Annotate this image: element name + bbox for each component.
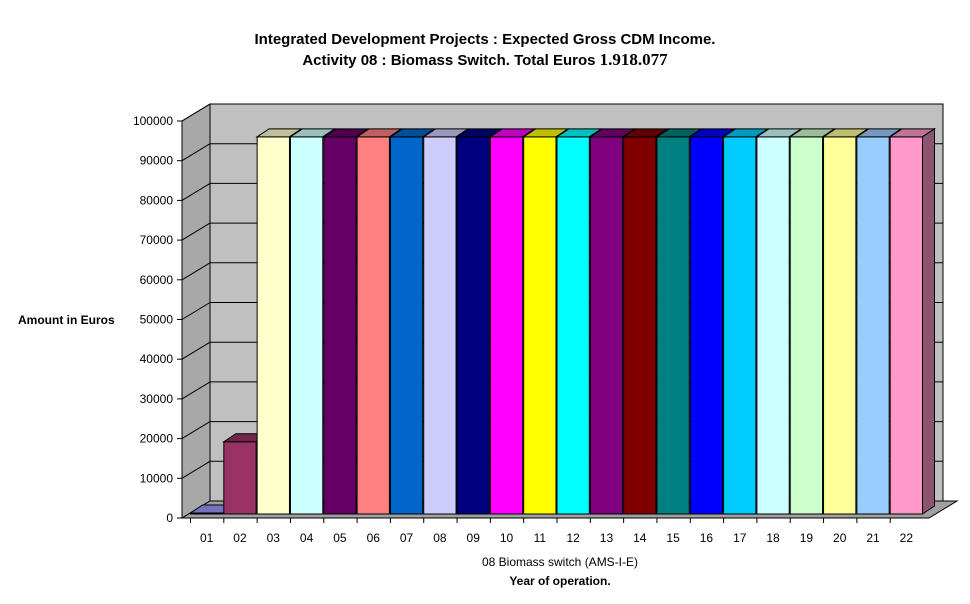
x-tick-label: 17 [733, 531, 747, 545]
y-tick-label: 30000 [140, 392, 174, 406]
bar-top-12 [555, 128, 603, 138]
x-tick-label: 15 [666, 531, 680, 545]
y-tick-label: 10000 [140, 471, 174, 485]
bar-side-22 [922, 127, 936, 515]
x-tick-label: 04 [300, 531, 314, 545]
x-axis-title: Year of operation. [509, 574, 611, 588]
y-tick-label: 20000 [140, 432, 174, 446]
bar-top-21 [855, 128, 903, 138]
bar-17 [723, 136, 757, 515]
bar-02 [223, 441, 257, 515]
x-tick-label: 16 [700, 531, 714, 545]
y-tick-label: 70000 [140, 233, 174, 247]
x-tick-label: 19 [800, 531, 814, 545]
x-tick-label: 05 [333, 531, 347, 545]
chart-title-prefix: Activity 08 : Biomass Switch. Total Euro… [302, 52, 596, 69]
bar-18 [756, 136, 790, 515]
bar-top-09 [455, 128, 504, 138]
bar-20 [823, 136, 857, 515]
bar-top-06 [355, 128, 404, 138]
y-tick-label: 50000 [140, 313, 174, 327]
chart-title-line2: Activity 08 : Biomass Switch. Total Euro… [0, 50, 970, 70]
bar-top-04 [288, 128, 337, 138]
y-tick-label: 100000 [133, 114, 173, 128]
y-tick-label: 0 [166, 511, 173, 525]
x-tick-label: 10 [500, 531, 514, 545]
x-tick-label: 06 [367, 531, 381, 545]
x-tick-label: 20 [833, 531, 847, 545]
x-axis-label: 08 Biomass switch (AMS-I-E) [481, 555, 639, 569]
x-tick-label: 03 [267, 531, 281, 545]
bar-15 [656, 136, 690, 515]
x-tick-label: 07 [400, 531, 414, 545]
bar-top-17 [721, 128, 770, 138]
bar-22 [889, 136, 924, 515]
bar-19 [789, 136, 824, 515]
x-tick-label: 01 [200, 531, 214, 545]
y-axis-label: Amount in Euros [18, 313, 115, 327]
chart-title-line1: Integrated Development Projects : Expect… [254, 31, 716, 48]
bar-top-10 [488, 128, 537, 138]
x-tick-label: 08 [433, 531, 447, 545]
bar-07 [389, 136, 424, 515]
bar-04 [289, 136, 324, 515]
bar-top-15 [655, 128, 703, 138]
x-tick-label: 11 [534, 531, 547, 545]
gridline-side [181, 182, 211, 201]
x-tick-label: 18 [766, 531, 780, 545]
bar-12 [556, 136, 590, 515]
x-tick-label: 09 [467, 531, 481, 545]
gridline-side [181, 262, 211, 281]
x-tick-label: 13 [600, 531, 614, 545]
y-tick-label: 80000 [140, 193, 174, 207]
bar-08 [423, 136, 457, 515]
bar-top-08 [422, 128, 470, 138]
bar-top-18 [755, 128, 803, 138]
bar-10 [489, 136, 524, 515]
x-tick-label: 21 [866, 531, 880, 545]
bar-top-20 [821, 128, 870, 138]
bar-top-07 [388, 128, 437, 138]
x-tick-label: 12 [566, 531, 580, 545]
bar-top-14 [621, 128, 670, 138]
bar-06 [356, 136, 390, 515]
bar-16 [689, 136, 724, 515]
y-tick-label: 60000 [140, 273, 174, 287]
bar-top-03 [255, 128, 304, 138]
bar-top-16 [688, 128, 737, 138]
chart-total-value: 1.918.077 [599, 50, 668, 69]
bar-top-05 [322, 128, 370, 138]
bar-03 [256, 136, 290, 515]
gridline-side [181, 421, 211, 440]
bar-09 [456, 136, 490, 515]
bar-11 [523, 136, 557, 515]
bar-21 [856, 136, 890, 515]
gridline-side [181, 341, 211, 360]
x-tick-label: 02 [233, 531, 247, 545]
y-tick-label: 90000 [140, 154, 174, 168]
x-tick-label: 14 [633, 531, 647, 545]
x-tick-label: 22 [900, 531, 914, 545]
bar-14 [623, 136, 657, 515]
gridline-side [181, 460, 211, 479]
bar-top-13 [588, 128, 637, 138]
bar-05 [323, 136, 357, 515]
bar-top-11 [522, 128, 570, 138]
gridline-side [181, 103, 211, 122]
bar-top-19 [788, 128, 837, 138]
gridline-side [181, 381, 211, 400]
gridline-side [181, 222, 211, 241]
gridline-side [181, 302, 211, 320]
gridline-side [181, 143, 211, 162]
y-tick-label: 40000 [140, 352, 174, 366]
bar-13 [589, 136, 624, 515]
